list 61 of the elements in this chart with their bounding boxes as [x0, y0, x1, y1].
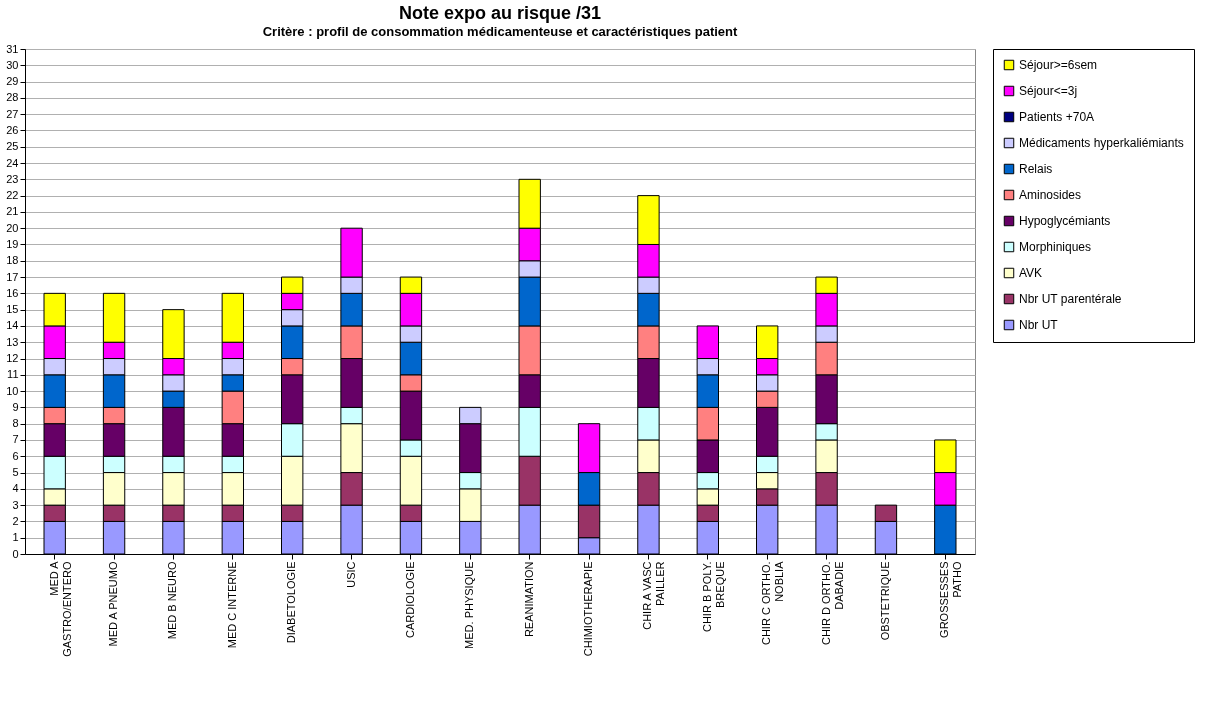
legend-label: Hypoglycémiants [1019, 214, 1111, 228]
y-tick-label: 27 [6, 107, 19, 120]
x-tick-label: MED A GASTRO/ENTERO [47, 560, 73, 657]
x-tick-label: USIC [344, 561, 357, 588]
y-tick-label: 13 [6, 335, 19, 348]
y-tick-label: 3 [12, 498, 19, 511]
x-tick-label: MED C INTERNE [225, 561, 238, 649]
legend-label: Séjour>=6sem [1019, 58, 1098, 72]
chart-subtitle: Critère : profil de consommation médicamenteuse et caractéristiques patient [262, 24, 738, 39]
x-tick-label: DIABETOLOGIE [285, 561, 298, 644]
x-tick-label: MED B NEURO [166, 561, 179, 640]
legend-label: Nbr UT parentérale [1019, 292, 1122, 306]
x-tick-label: CHIR A VASC PAILLER [641, 561, 667, 630]
legend-label: Médicaments hyperkaliémiants [1019, 136, 1184, 150]
y-tick-label: 19 [6, 237, 19, 250]
chart-title: Note expo au risque /31 [398, 3, 602, 23]
y-tick-label: 30 [6, 58, 19, 71]
x-tick-label: GROSSESSES PATHO [938, 561, 964, 638]
y-tick-label: 4 [12, 482, 19, 495]
y-tick-label: 25 [6, 140, 19, 153]
legend-label: Séjour<=3j [1019, 84, 1078, 98]
y-tick-label: 12 [6, 352, 19, 365]
legend-label: AVK [1019, 266, 1043, 280]
y-tick-label: 26 [6, 123, 19, 136]
y-tick-label: 22 [6, 189, 19, 202]
y-tick-label: 1 [12, 531, 19, 544]
x-tick-label: REANIMATION [522, 561, 535, 638]
y-tick-label: 15 [6, 303, 19, 316]
x-tick-label: CHIR B POLY. BREQUE [700, 561, 726, 633]
y-tick-label: 24 [6, 156, 19, 169]
x-tick-label: CHIR D ORTHO. DABADIE [819, 561, 845, 646]
y-tick-label: 28 [6, 91, 19, 104]
legend-label: Nbr UT [1019, 318, 1059, 332]
y-tick-label: 0 [12, 547, 19, 560]
x-tick-label: CHIR C ORTHO. NOBLIA [760, 560, 786, 646]
y-tick-label: 29 [6, 75, 19, 88]
y-tick-label: 8 [12, 417, 19, 430]
y-tick-label: 9 [12, 400, 19, 413]
y-tick-label: 17 [6, 270, 19, 283]
y-tick-label: 23 [6, 172, 19, 185]
y-tick-label: 2 [12, 514, 19, 527]
y-tick-label: 18 [6, 254, 19, 267]
x-tick-label: CHIMIOTHERAPIE [582, 561, 595, 657]
y-tick-label: 11 [7, 368, 19, 381]
legend-label: Relais [1019, 162, 1053, 176]
legend-label: Patients +70A [1019, 110, 1095, 124]
x-tick-label: MED A PNEUMO [107, 561, 120, 647]
y-tick-label: 20 [6, 221, 19, 234]
legend-label: Aminosides [1019, 188, 1082, 202]
y-tick-label: 10 [6, 384, 19, 397]
x-tick-label: OBSTETRIQUE [878, 561, 891, 641]
y-tick-label: 7 [12, 433, 19, 446]
legend-label: Morphiniques [1019, 240, 1092, 254]
y-tick-label: 14 [6, 319, 19, 332]
y-tick-label: 31 [6, 42, 19, 55]
y-tick-label: 16 [6, 286, 19, 299]
x-tick-label: CARDIOLOGIE [403, 561, 416, 638]
x-tick-label: MED. PHYSIQUE [463, 561, 476, 649]
y-tick-label: 5 [12, 466, 19, 479]
y-tick-label: 21 [6, 205, 19, 218]
y-tick-label: 6 [12, 449, 19, 462]
